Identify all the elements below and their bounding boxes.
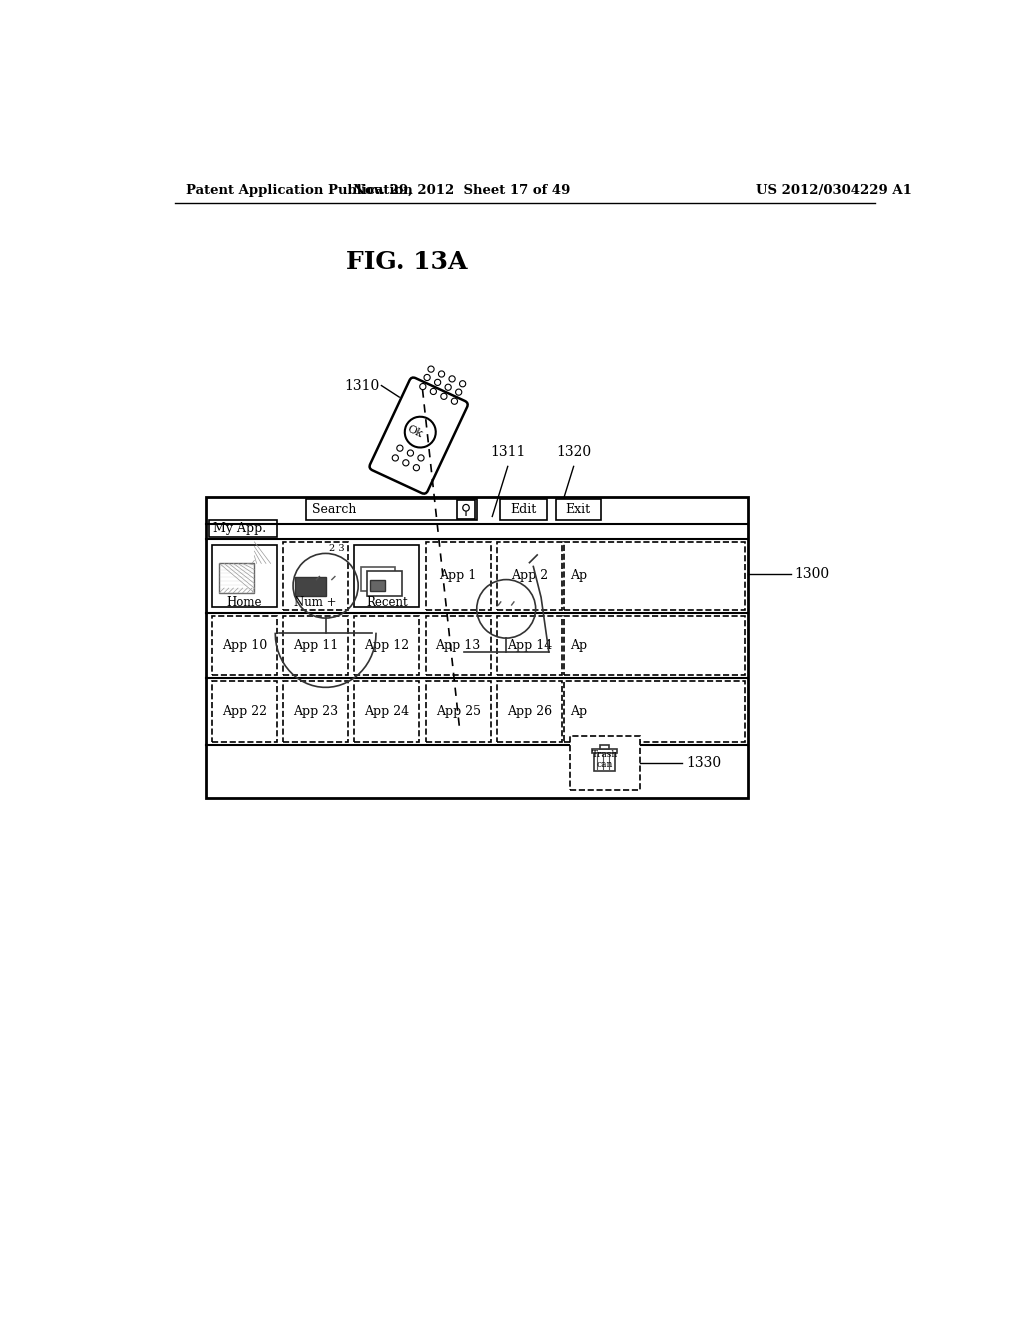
Text: App 23: App 23 (293, 705, 338, 718)
Bar (306, 499, 477, 520)
Bar (500, 499, 547, 520)
Text: Num +: Num + (294, 595, 337, 609)
Text: ⚲: ⚲ (461, 503, 471, 516)
Text: App 12: App 12 (365, 639, 410, 652)
Text: Ap: Ap (569, 639, 587, 652)
Bar (283, 543, 348, 610)
Bar (497, 543, 562, 610)
Bar (592, 748, 617, 752)
Bar (209, 520, 276, 537)
Text: App 26: App 26 (507, 705, 552, 718)
Bar (426, 681, 490, 742)
Text: 1300: 1300 (795, 568, 829, 581)
Text: My App.: My App. (213, 523, 266, 536)
Text: Nov. 29, 2012  Sheet 17 of 49: Nov. 29, 2012 Sheet 17 of 49 (352, 185, 570, 197)
Bar (497, 681, 562, 742)
Bar (563, 615, 744, 675)
Bar (563, 681, 744, 742)
Text: Patent Application Publication: Patent Application Publication (186, 185, 413, 197)
Text: 1311: 1311 (490, 445, 525, 459)
Bar (212, 615, 276, 675)
Text: Ap: Ap (569, 569, 587, 582)
Text: 2 3: 2 3 (329, 544, 344, 553)
Text: Trash
can: Trash can (592, 750, 617, 770)
Text: Ok: Ok (406, 424, 424, 440)
FancyBboxPatch shape (370, 378, 468, 494)
Bar (206, 498, 748, 797)
Bar (283, 681, 348, 742)
Bar (354, 681, 420, 742)
Text: US 2012/0304229 A1: US 2012/0304229 A1 (756, 185, 911, 197)
Bar (457, 500, 475, 519)
Bar (295, 577, 326, 595)
Text: FIG. 13A: FIG. 13A (346, 251, 468, 275)
Text: Exit: Exit (565, 503, 591, 516)
Bar (563, 543, 744, 610)
Bar (426, 543, 490, 610)
Text: Ap: Ap (569, 705, 587, 718)
Text: App 24: App 24 (365, 705, 410, 718)
Bar (594, 752, 615, 771)
Text: App 13: App 13 (435, 639, 481, 652)
Bar (212, 545, 276, 607)
Bar (360, 566, 395, 591)
Text: Home: Home (226, 595, 262, 609)
Bar (569, 737, 640, 789)
Text: Edit: Edit (510, 503, 537, 516)
Text: 1310: 1310 (345, 379, 380, 392)
Bar (426, 615, 490, 675)
Bar (600, 744, 609, 748)
Text: Recent: Recent (366, 595, 408, 609)
Text: 1320: 1320 (556, 445, 591, 459)
Bar (283, 615, 348, 675)
Text: App 14: App 14 (507, 639, 552, 652)
Text: App 2: App 2 (511, 569, 548, 582)
Bar (370, 581, 385, 591)
Text: App 1: App 1 (439, 569, 477, 582)
Bar (354, 545, 420, 607)
Text: App 25: App 25 (435, 705, 480, 718)
Text: App 22: App 22 (222, 705, 266, 718)
Text: Search: Search (312, 503, 356, 516)
Bar (354, 615, 420, 675)
Text: App 11: App 11 (293, 639, 338, 652)
Bar (556, 499, 601, 520)
Text: 1330: 1330 (686, 756, 721, 770)
Bar (212, 681, 276, 742)
Bar (219, 564, 254, 593)
Bar (497, 615, 562, 675)
Text: App 10: App 10 (221, 639, 267, 652)
Bar (367, 572, 401, 595)
